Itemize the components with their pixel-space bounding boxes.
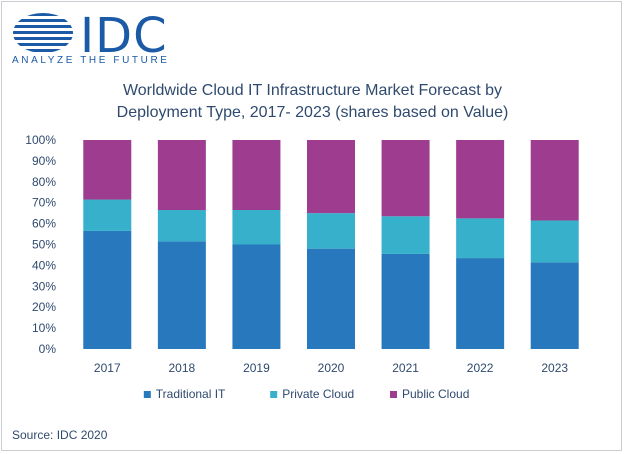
bar-segment <box>83 140 132 200</box>
bar-segment <box>307 248 355 349</box>
legend-label: Private Cloud <box>282 387 354 401</box>
bar-segment <box>232 210 281 245</box>
bar-segment <box>232 244 281 349</box>
x-tick-label: 2023 <box>541 361 568 375</box>
legend-swatch <box>390 391 397 398</box>
bar-segment <box>307 140 355 214</box>
bar-segment <box>530 220 579 263</box>
brand-name: IDC <box>80 8 168 64</box>
y-tick-label: 0% <box>39 342 57 356</box>
bar-segment <box>157 210 206 242</box>
legend-swatch <box>270 391 278 398</box>
bar-segment <box>456 258 505 349</box>
bar-segment <box>157 241 206 349</box>
bar-segment <box>381 253 430 349</box>
bar-segment <box>307 213 355 249</box>
chart-title-line-1: Worldwide Cloud IT Infrastructure Market… <box>122 82 503 99</box>
chart-title: Worldwide Cloud IT Infrastructure Market… <box>0 80 625 124</box>
bar-segment <box>530 262 579 349</box>
y-tick-label: 40% <box>32 258 56 272</box>
x-tick-label: 2018 <box>169 361 196 375</box>
y-tick-label: 100% <box>25 133 56 147</box>
y-tick-label: 70% <box>32 196 56 210</box>
x-tick-label: 2019 <box>243 361 270 375</box>
y-tick-label: 80% <box>32 175 56 189</box>
bar-segment <box>381 140 430 217</box>
brand-tagline: ANALYZE THE FUTURE <box>12 55 170 66</box>
bar-segment <box>83 199 132 231</box>
chart-title-line-2: Deployment Type, 2017- 2023 (shares base… <box>116 104 509 121</box>
x-tick-label: 2020 <box>318 361 345 375</box>
bar-segment <box>232 140 281 211</box>
y-tick-label: 50% <box>32 238 56 252</box>
legend-swatch <box>143 391 151 398</box>
bar-segment <box>456 140 505 219</box>
bar-segment <box>456 218 505 259</box>
y-tick-label: 60% <box>32 217 56 231</box>
y-tick-label: 30% <box>32 279 56 293</box>
y-tick-label: 20% <box>32 300 56 314</box>
y-tick-label: 10% <box>32 321 56 335</box>
x-tick-label: 2022 <box>467 361 494 375</box>
bar-segment <box>83 230 132 349</box>
source-note: Source: IDC 2020 <box>12 428 108 442</box>
bar-segment <box>157 140 206 211</box>
x-tick-label: 2017 <box>94 361 121 375</box>
bar-segment <box>530 140 579 221</box>
legend-label: Traditional IT <box>156 387 226 401</box>
bar-segment <box>381 216 430 254</box>
y-tick-label: 90% <box>32 154 56 168</box>
idc-globe-logo-icon <box>13 13 73 52</box>
x-tick-label: 2021 <box>392 361 419 375</box>
legend-label: Public Cloud <box>402 387 469 401</box>
